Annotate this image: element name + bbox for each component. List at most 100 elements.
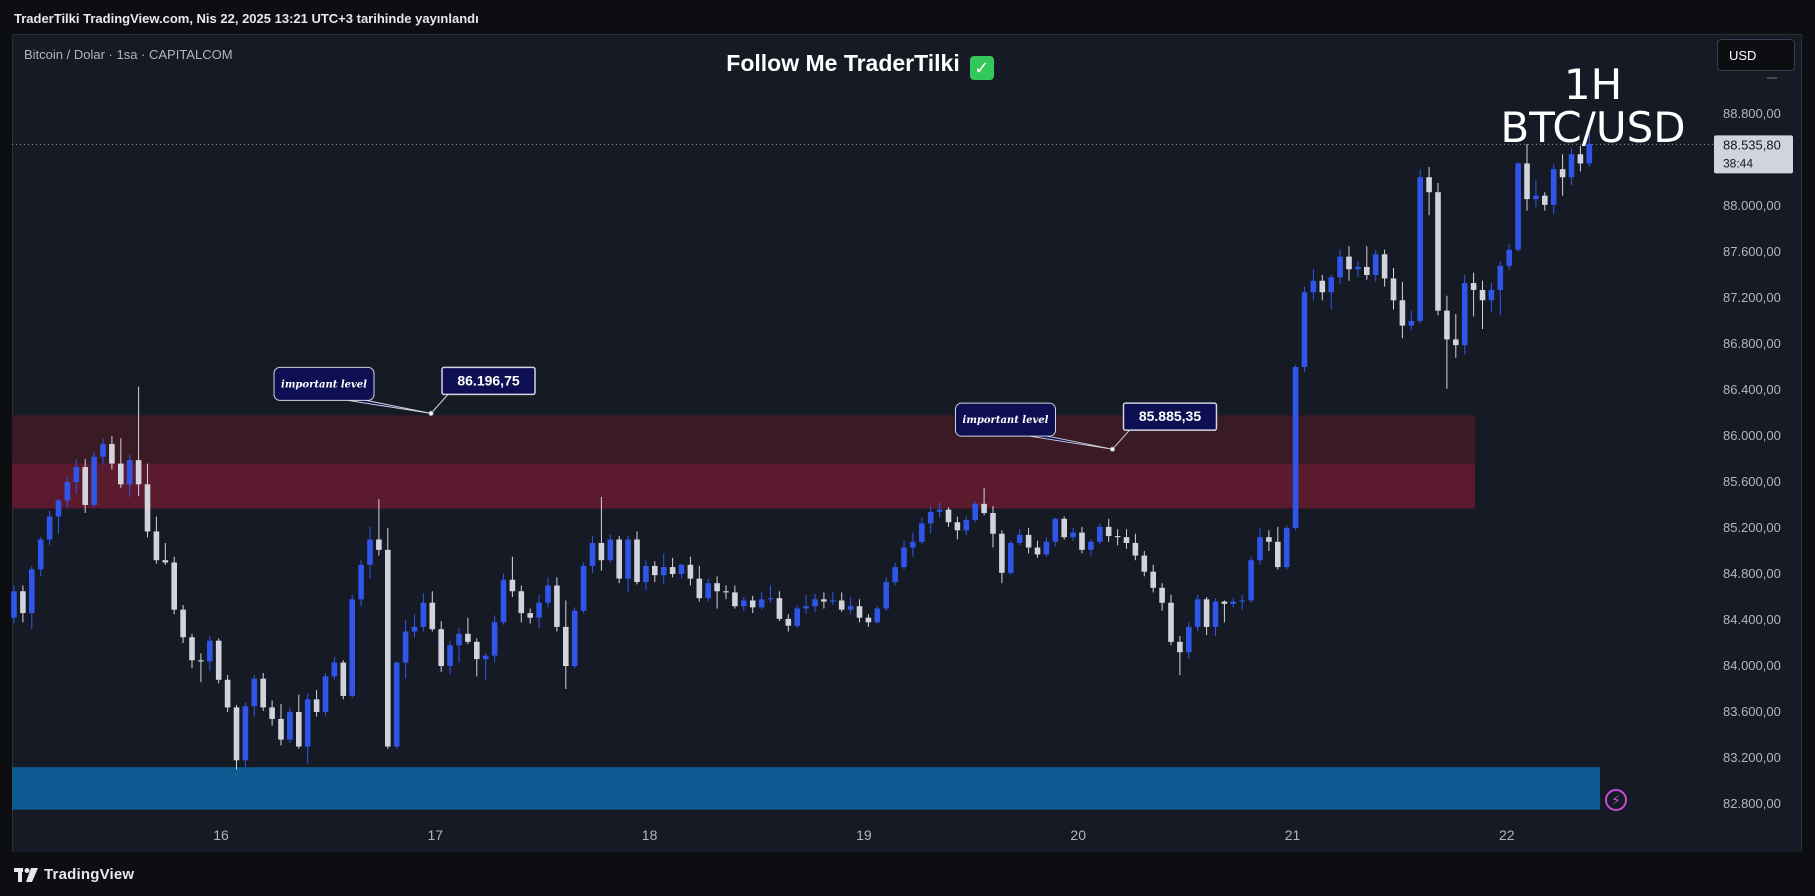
candle-body [749, 600, 756, 608]
candle-body [1159, 587, 1165, 603]
candle-body [500, 579, 507, 623]
candle-body [215, 640, 222, 680]
candle-body [758, 599, 765, 608]
candle-body [1346, 256, 1352, 270]
candle-body [313, 699, 320, 712]
candle-body [1310, 280, 1317, 293]
candle-body [625, 539, 631, 579]
candle-body [652, 565, 658, 576]
candle-body [785, 618, 792, 626]
candle-body [1114, 536, 1121, 538]
candle-body [705, 583, 711, 599]
candle-body [1034, 547, 1041, 555]
candle-body [518, 591, 525, 614]
y-tick-label: 88.800,00 [1723, 106, 1781, 121]
candle-body [1141, 555, 1148, 572]
candle-body [349, 599, 355, 696]
candle-body [278, 718, 284, 740]
candle-body [189, 637, 195, 661]
candle-body [1097, 526, 1103, 542]
candle-body [1105, 526, 1112, 537]
candle-body [856, 606, 863, 618]
candle-body [1025, 534, 1032, 548]
candle-body [153, 531, 160, 561]
candle-body [910, 541, 916, 548]
y-tick-label: 85.200,00 [1723, 520, 1781, 535]
overlay-title: Follow Me TraderTilki ✓ [0, 50, 1720, 80]
candle-body [1248, 560, 1254, 601]
price-label-pointer [430, 394, 449, 414]
candle-body [322, 676, 329, 712]
candle-body [260, 678, 266, 708]
candle-body [1524, 163, 1530, 200]
candle-body [1292, 367, 1299, 528]
callout-bubble[interactable] [273, 366, 375, 401]
candle-body [598, 542, 605, 561]
currency-button-label: USD [1729, 48, 1757, 63]
candle-body [821, 599, 827, 602]
currency-button[interactable]: USD [1717, 39, 1795, 71]
candle-body [1470, 283, 1477, 290]
candle-body [812, 599, 818, 607]
annotation-anchor-point [428, 410, 434, 417]
candle-body [643, 565, 649, 583]
y-tick-label: 82.800,00 [1723, 796, 1781, 811]
footer-bar [0, 852, 1815, 896]
candle-body [927, 511, 934, 524]
publish-header: TraderTilki TradingView.com, Nis 22, 202… [0, 0, 1815, 34]
price-label-pointer [1112, 429, 1130, 450]
candle-body [1132, 542, 1139, 556]
candle-body [29, 569, 35, 614]
candle-body [1070, 532, 1076, 538]
candle-body [981, 503, 987, 514]
countdown-label: 38:44 [1723, 156, 1753, 170]
candle-body [634, 539, 640, 583]
candle-body [233, 707, 240, 761]
callout-pointer [347, 399, 432, 414]
candle-body [669, 567, 676, 574]
candle-body [1301, 292, 1308, 367]
price-label-box[interactable] [1122, 402, 1218, 431]
candle-body [776, 598, 783, 619]
callout-bubble[interactable] [954, 402, 1056, 437]
candle-body [1257, 537, 1263, 561]
candle-body [1488, 289, 1495, 301]
candle-body [180, 609, 186, 638]
candle-body [660, 567, 667, 576]
candle-body [411, 626, 418, 632]
candle-body [1337, 256, 1343, 278]
tradingview-logo-icon [14, 867, 38, 882]
candle-body [1194, 599, 1201, 627]
candle-body [723, 591, 729, 593]
candle-body [972, 503, 978, 520]
price-label-box[interactable] [441, 366, 536, 396]
candle-body [1230, 601, 1237, 604]
candle-body [1426, 177, 1432, 193]
candle-body [64, 482, 71, 501]
y-tick-label: 84.800,00 [1723, 566, 1781, 581]
candle-body [1550, 169, 1557, 205]
candle-body [1266, 537, 1272, 542]
candle-body [847, 606, 854, 610]
candle-body [1177, 641, 1183, 653]
annotation-anchor-point [1109, 446, 1116, 452]
candle-body [741, 600, 747, 607]
x-tick-label: 19 [856, 827, 872, 843]
lightning-icon[interactable]: ⚡ [1605, 789, 1627, 811]
candle-body [287, 712, 293, 740]
candle-body [545, 585, 551, 603]
candle-body [616, 539, 622, 579]
y-tick-label: 86.800,00 [1723, 336, 1781, 351]
candle-body [340, 662, 347, 696]
candle-body [1381, 254, 1388, 279]
candle-body [945, 509, 952, 523]
candle-body [224, 679, 231, 708]
y-tick-label: 84.400,00 [1723, 612, 1781, 627]
candle-body [1203, 599, 1210, 627]
candle-body [1052, 518, 1059, 542]
tradingview-brand[interactable]: TradingView [14, 866, 134, 883]
candle-body [830, 600, 836, 602]
candle-body [126, 460, 133, 485]
resistance-zone-lower [12, 463, 1475, 509]
